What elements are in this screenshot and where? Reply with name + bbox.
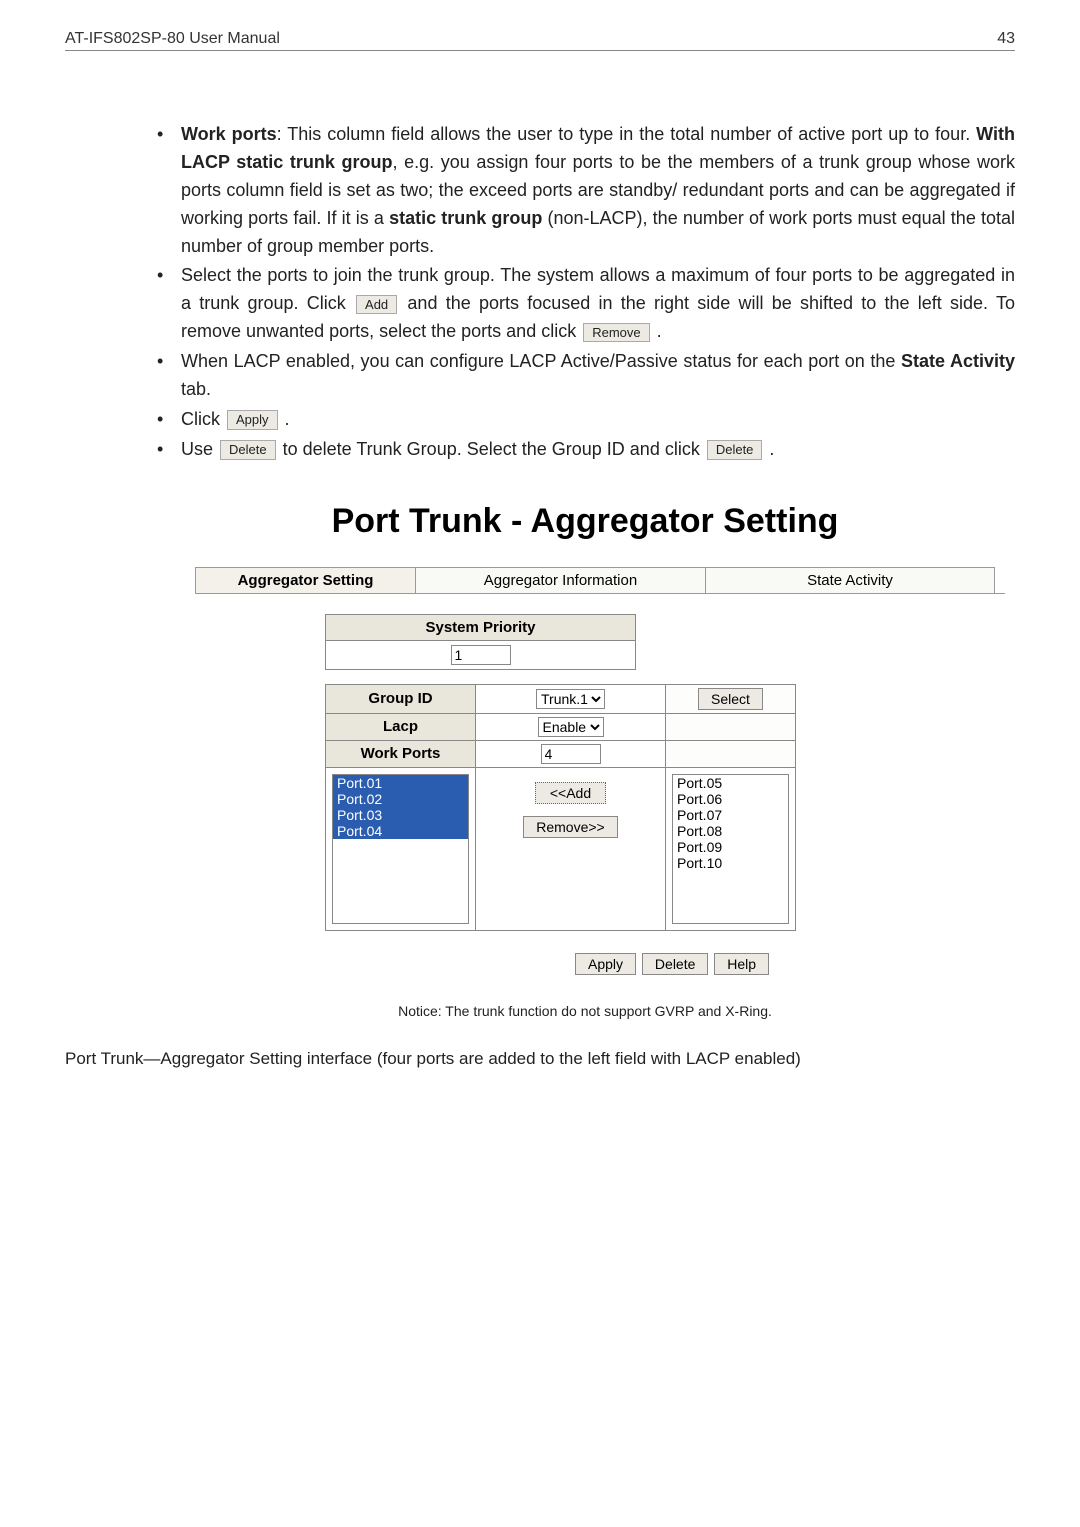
lacp-label: Lacp: [326, 713, 476, 740]
page-number: 43: [997, 30, 1015, 48]
mid-buttons-cell: <<Add Remove>>: [476, 767, 666, 930]
work-ports-input[interactable]: [541, 744, 601, 764]
select-button[interactable]: Select: [698, 688, 763, 710]
text-segment: : This column field allows the user to t…: [277, 124, 977, 144]
text-segment: .: [769, 439, 774, 459]
system-priority-label: System Priority: [326, 614, 636, 640]
instruction-list: Work ports: This column field allows the…: [155, 121, 1015, 464]
group-id-select[interactable]: Trunk.1: [536, 689, 605, 709]
bullet-lacp-config: When LACP enabled, you can configure LAC…: [155, 348, 1015, 404]
list-item[interactable]: Port.08: [673, 823, 788, 839]
delete-button[interactable]: Delete: [642, 953, 708, 975]
text-segment: .: [657, 321, 662, 341]
bullet-use-delete: Use Delete to delete Trunk Group. Select…: [155, 436, 1015, 464]
remove-button[interactable]: Remove>>: [523, 816, 617, 838]
config-area: System Priority Group ID Trunk.1 Select: [325, 614, 1015, 975]
text-segment: tab.: [181, 379, 211, 399]
manual-title: AT-IFS802SP-80 User Manual: [65, 30, 280, 48]
apply-button-inline[interactable]: Apply: [227, 410, 278, 430]
system-priority-input[interactable]: [451, 645, 511, 665]
lacp-select[interactable]: Enable: [538, 717, 604, 737]
state-activity-bold: State Activity: [901, 351, 1015, 371]
tab-row: Aggregator Setting Aggregator Informatio…: [195, 567, 1005, 593]
system-priority-table: System Priority: [325, 614, 636, 670]
right-ports-listbox[interactable]: Port.05Port.06Port.07Port.08Port.09Port.…: [672, 774, 789, 924]
list-item[interactable]: Port.01: [333, 775, 468, 791]
empty-cell: [666, 740, 796, 767]
text-segment: When LACP enabled, you can configure LAC…: [181, 351, 901, 371]
tab-underline: [195, 593, 1005, 594]
figure-caption: Port Trunk—Aggregator Setting interface …: [65, 1049, 1015, 1069]
list-item[interactable]: Port.09: [673, 839, 788, 855]
apply-button[interactable]: Apply: [575, 953, 636, 975]
section-title: Port Trunk - Aggregator Setting: [155, 502, 1015, 541]
bullet-work-ports: Work ports: This column field allows the…: [155, 121, 1015, 260]
list-item[interactable]: Port.02: [333, 791, 468, 807]
group-id-label: Group ID: [326, 684, 476, 713]
right-ports-cell: Port.05Port.06Port.07Port.08Port.09Port.…: [666, 767, 796, 930]
list-item[interactable]: Port.06: [673, 791, 788, 807]
tab-aggregator-setting[interactable]: Aggregator Setting: [195, 567, 415, 593]
text-segment: Use: [181, 439, 218, 459]
text-segment: Click: [181, 409, 225, 429]
delete-button-inline-2[interactable]: Delete: [707, 440, 763, 460]
list-item[interactable]: Port.07: [673, 807, 788, 823]
left-ports-cell: Port.01Port.02Port.03Port.04: [326, 767, 476, 930]
list-item[interactable]: Port.03: [333, 807, 468, 823]
empty-cell: [666, 713, 796, 740]
bullet-select-ports: Select the ports to join the trunk group…: [155, 262, 1015, 346]
footer-buttons: Apply Delete Help: [575, 953, 1015, 975]
tab-aggregator-information[interactable]: Aggregator Information: [415, 567, 705, 593]
add-button-inline[interactable]: Add: [356, 295, 397, 315]
aggregator-grid: Group ID Trunk.1 Select Lacp Enable: [325, 684, 796, 931]
work-ports-label: Work Ports: [326, 740, 476, 767]
page-header: AT-IFS802SP-80 User Manual 43: [65, 30, 1015, 51]
bullet-click-apply: Click Apply .: [155, 406, 1015, 434]
text-segment: static trunk group: [389, 208, 542, 228]
left-ports-listbox[interactable]: Port.01Port.02Port.03Port.04: [332, 774, 469, 924]
list-item[interactable]: Port.10: [673, 855, 788, 871]
tab-state-activity[interactable]: State Activity: [705, 567, 995, 593]
text-segment: .: [285, 409, 290, 429]
text-segment: to delete Trunk Group. Select the Group …: [283, 439, 705, 459]
delete-button-inline[interactable]: Delete: [220, 440, 276, 460]
text-segment: Work ports: [181, 124, 277, 144]
remove-button-inline[interactable]: Remove: [583, 323, 649, 343]
add-button[interactable]: <<Add: [535, 782, 606, 804]
help-button[interactable]: Help: [714, 953, 769, 975]
notice-text: Notice: The trunk function do not suppor…: [155, 1003, 1015, 1019]
list-item[interactable]: Port.05: [673, 775, 788, 791]
list-item[interactable]: Port.04: [333, 823, 468, 839]
